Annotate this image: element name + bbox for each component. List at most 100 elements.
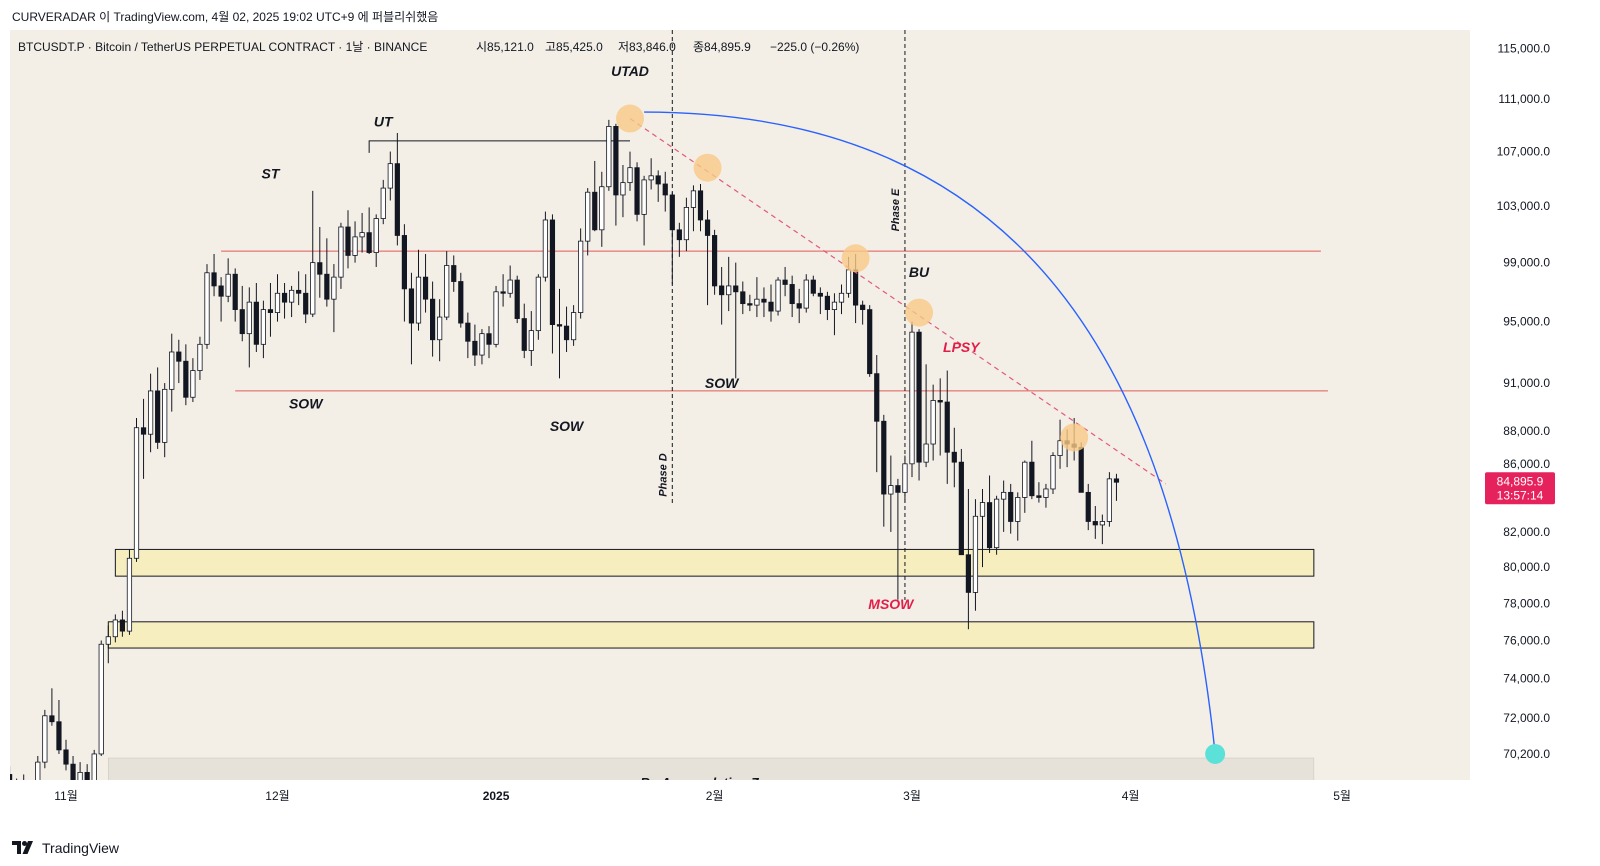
candle-body	[49, 715, 55, 723]
candle-body	[867, 309, 873, 375]
candle-body	[98, 643, 104, 755]
candle-body	[768, 301, 774, 312]
candle	[726, 256, 732, 312]
candle	[902, 455, 908, 503]
candle	[500, 274, 506, 307]
candle	[831, 293, 838, 336]
candle-body	[571, 312, 577, 341]
price-tick-label: 95,000.0	[1503, 315, 1550, 329]
price-tick-label: 70,200.0	[1503, 747, 1550, 761]
candle	[458, 272, 464, 328]
ohlc-high: 고85,425.0	[545, 40, 603, 54]
time-tick-label: 3월	[903, 789, 921, 803]
candle-body	[444, 265, 450, 318]
candle-body	[888, 485, 894, 495]
candle	[63, 739, 69, 771]
candle-body	[359, 232, 365, 238]
candle-body	[119, 619, 125, 632]
candle-body	[373, 218, 379, 253]
candle	[592, 160, 598, 232]
candle	[775, 277, 781, 316]
candle	[521, 303, 527, 359]
annotation-utad: UTAD	[611, 63, 649, 79]
candle-body	[105, 636, 111, 645]
candle	[542, 211, 549, 282]
annotation-sow: SOW	[550, 418, 585, 434]
candle	[627, 151, 633, 191]
candle-body	[296, 289, 302, 294]
candle	[239, 285, 245, 342]
candle-body	[1029, 461, 1035, 497]
candle	[472, 324, 478, 366]
candle	[1008, 483, 1014, 534]
time-tick-label: 2025	[483, 789, 510, 803]
candle-body	[401, 235, 408, 290]
candle	[296, 271, 302, 306]
touch-point	[841, 244, 870, 273]
candle	[324, 238, 330, 307]
candle	[810, 275, 816, 297]
candle-body	[979, 502, 986, 517]
candle-body	[246, 301, 252, 335]
candle	[620, 164, 626, 218]
candle	[281, 282, 288, 319]
price-tick-label: 72,000.0	[1503, 711, 1550, 725]
candle	[162, 383, 168, 458]
candle	[994, 495, 1000, 555]
tradingview-logo-text: TradingView	[42, 840, 120, 856]
candle-body	[479, 333, 485, 356]
candle	[860, 300, 866, 325]
candle	[1001, 480, 1007, 532]
candle	[373, 214, 379, 267]
candle	[528, 311, 534, 366]
downtrend-line	[629, 118, 1167, 485]
candle-body	[147, 390, 154, 435]
candle	[740, 281, 746, 315]
candle-body	[613, 126, 619, 196]
candle-body	[965, 554, 972, 593]
candle	[169, 333, 175, 412]
candle-body	[155, 390, 161, 443]
candle-body	[126, 557, 133, 632]
candle	[916, 329, 922, 481]
candle-body	[909, 331, 915, 465]
candle	[571, 305, 577, 346]
candle-body	[451, 265, 457, 282]
candle-body	[838, 292, 845, 303]
candle	[1050, 452, 1056, 495]
tradingview-logo[interactable]: TradingView	[12, 840, 119, 856]
candle-body	[634, 167, 640, 215]
candle-body	[599, 186, 605, 231]
time-tick-label: 2월	[706, 789, 724, 803]
price-tick-label: 115,000.0	[1498, 42, 1551, 56]
candle	[1015, 492, 1021, 541]
candle	[331, 264, 337, 333]
candle	[951, 427, 957, 488]
candle-body	[556, 324, 563, 327]
candle	[881, 414, 887, 527]
candle	[486, 326, 492, 359]
candle-body	[747, 303, 753, 306]
candle-body	[655, 175, 661, 185]
candle	[556, 288, 563, 379]
candle	[690, 185, 697, 232]
touch-point	[1060, 423, 1089, 452]
annotation-labels: UTAD UT ST SOW SOW SOW BU LPSY MSOW	[262, 63, 982, 612]
price-tick-label: 88,000.0	[1503, 424, 1550, 438]
annotation-bu: BU	[909, 264, 930, 280]
candle-body	[133, 427, 140, 559]
candle-body	[789, 284, 795, 305]
candle	[1099, 514, 1105, 545]
candle-body	[1085, 491, 1091, 522]
candle	[49, 688, 55, 726]
candle-body	[1092, 521, 1098, 526]
candle	[444, 251, 450, 321]
ut-range-line	[368, 140, 630, 153]
candle-body	[493, 291, 499, 345]
price-change: −225.0 (−0.26%)	[770, 40, 859, 54]
candle	[747, 294, 753, 312]
target-point	[1205, 743, 1226, 764]
candle	[874, 355, 880, 473]
